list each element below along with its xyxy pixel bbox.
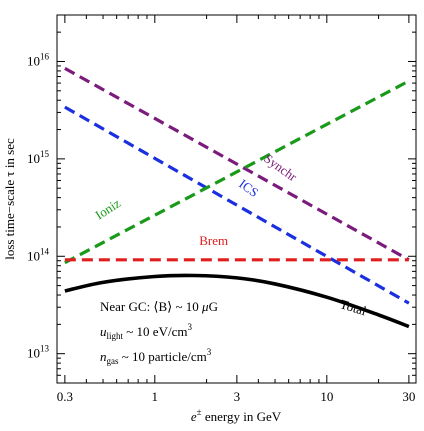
y-tick-labels: 1013 1014 1015 1016	[27, 51, 50, 360]
series-line-ics	[64, 105, 410, 305]
series-line-total	[64, 273, 410, 329]
series-label-ioniz: Ioniz	[92, 195, 123, 222]
series-label-total: Total	[338, 296, 368, 318]
x-axis-label: e± energy in GeV	[191, 407, 282, 424]
x-tick-label: 1	[152, 389, 159, 404]
series-line-synchr	[64, 66, 410, 262]
annotation-block: Near GC: ⟨B⟩ ~ 10 μG ulight ~ 10 eV/cm3 …	[100, 299, 218, 366]
x-tick-label: 10	[320, 389, 333, 404]
x-tick-label: 30	[402, 389, 415, 404]
annotation-light-density: ulight ~ 10 eV/cm3	[100, 322, 192, 341]
y-tick-label: 1015	[27, 149, 50, 166]
y-tick-label: 1014	[27, 246, 50, 263]
y-tick-label: 1016	[27, 51, 50, 68]
x-tick-label: 0.3	[57, 389, 73, 404]
x-tick-labels: 0.3 1 3 10 30	[57, 389, 416, 404]
y-tick-label: 1013	[27, 344, 50, 361]
annotation-magnetic-field: Near GC: ⟨B⟩ ~ 10 μG	[100, 299, 218, 314]
y-axis-label: loss time−scale τ in sec	[2, 138, 17, 260]
series-label-ics: ICS	[236, 176, 261, 200]
plot-frame	[56, 14, 417, 384]
series-label-brem: Brem	[199, 233, 228, 248]
annotation-gas-density: ngas ~ 10 particle/cm3	[100, 347, 212, 366]
series-line-ioniz	[64, 79, 410, 265]
x-tick-label: 3	[234, 389, 241, 404]
series-lines	[64, 66, 410, 329]
